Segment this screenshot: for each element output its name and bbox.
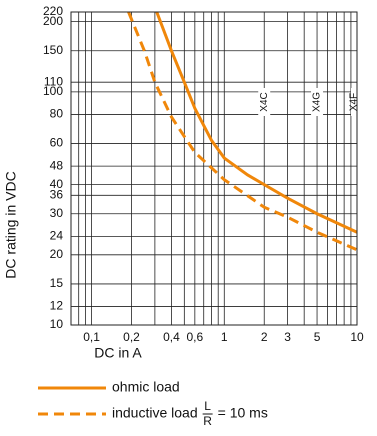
- x-axis-label: DC in A: [94, 345, 142, 361]
- y-tick-label: 30: [50, 206, 64, 220]
- y-axis-label: DC rating in VDC: [3, 171, 19, 278]
- y-tick-label: 220: [43, 4, 63, 18]
- x-tick-label: 10: [350, 330, 364, 344]
- legend-label: inductive load: [112, 405, 198, 421]
- y-tick-label: 24: [50, 229, 64, 243]
- annotation-bg: [311, 88, 324, 116]
- line-series: [155, 11, 358, 234]
- plot-frame: [70, 11, 358, 326]
- fraction-denominator: R: [203, 414, 212, 428]
- annotation: X4G: [312, 92, 323, 112]
- y-tick-label: 20: [50, 247, 64, 261]
- x-tick-label: 0,1: [83, 330, 100, 344]
- y-tick-label: 40: [50, 177, 64, 191]
- y-tick-label: 10: [50, 317, 64, 331]
- x-tick-label: 0,4: [163, 330, 180, 344]
- x-tick-label: 0,2: [123, 330, 140, 344]
- legend-label: ohmic load: [112, 379, 180, 395]
- y-tick-label: 15: [50, 276, 64, 290]
- y-tick-label: 150: [43, 43, 63, 57]
- x-tick-label: 1: [221, 330, 228, 344]
- y-tick-label: 48: [50, 158, 64, 172]
- x-tick-label: 2: [261, 330, 268, 344]
- y-tick-label: 100: [43, 84, 63, 98]
- y-tick-label: 200: [43, 14, 63, 28]
- annotation: X4F: [349, 93, 360, 111]
- line-series: [127, 11, 358, 252]
- legend-suffix: = 10 ms: [218, 405, 268, 421]
- y-tick-label: 110: [44, 74, 63, 88]
- annotation: X4C: [259, 92, 270, 111]
- annotation-bg: [258, 88, 271, 116]
- x-tick-label: 5: [314, 330, 321, 344]
- y-tick-label: 60: [50, 136, 64, 150]
- y-tick-label: 36: [50, 187, 64, 201]
- y-tick-label: 12: [50, 299, 64, 313]
- fraction-numerator: L: [204, 399, 211, 413]
- x-tick-label: 3: [284, 330, 291, 344]
- x-tick-label: 0,6: [186, 330, 203, 344]
- y-tick-label: 80: [50, 107, 64, 121]
